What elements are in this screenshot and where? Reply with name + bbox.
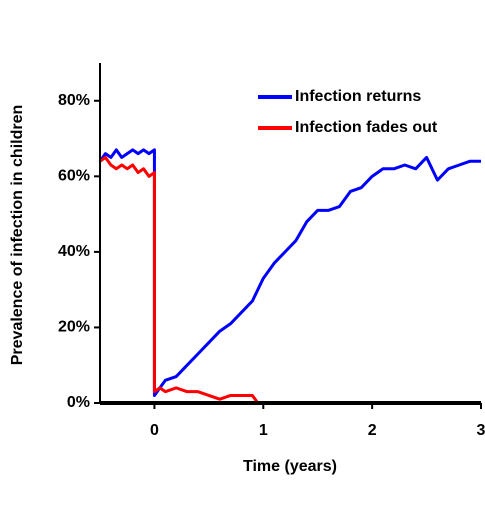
line (99, 155, 481, 405)
y-axis-label: Prevalence of infection in children (9, 105, 26, 366)
y-tick-label: 40% (58, 243, 90, 260)
y-tick-label: 80% (58, 92, 90, 109)
legend-label: Infection fades out (295, 119, 438, 136)
x-tick-label: 0 (150, 422, 159, 439)
x-tick-label: 3 (477, 422, 485, 439)
y-tick-label: 20% (58, 319, 90, 336)
x-axis-label: Time (years) (243, 458, 337, 475)
x-tick-label: 1 (259, 422, 268, 439)
y-tick-label: 0% (67, 394, 90, 411)
line (98, 148, 481, 397)
legend-label: Infection returns (295, 88, 421, 105)
x-tick-label: 2 (368, 422, 377, 439)
y-tick-label: 60% (58, 168, 90, 185)
